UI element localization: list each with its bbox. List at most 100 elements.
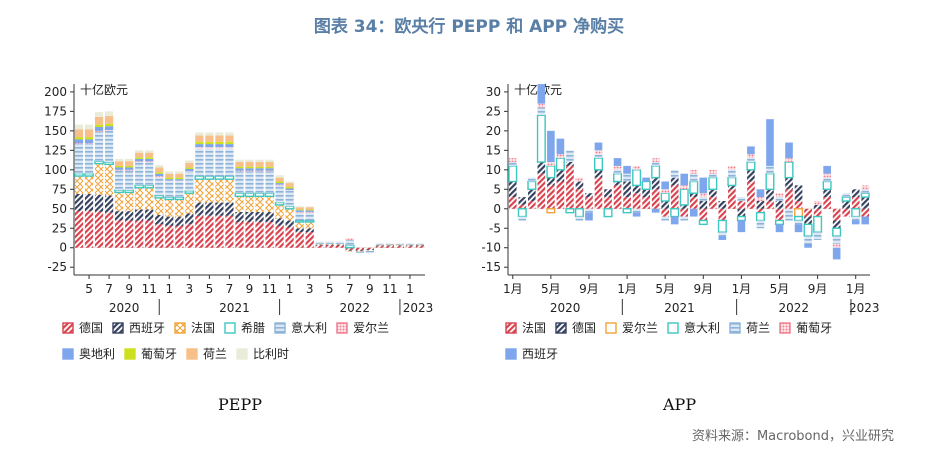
- bar-segment: [842, 208, 850, 217]
- bar-segment: [94, 130, 104, 132]
- bar-segment: [185, 169, 194, 172]
- bar-segment: [305, 209, 314, 211]
- x-year-label: 2022: [779, 301, 810, 315]
- bar-segment: [305, 206, 314, 208]
- bar-segment: [315, 243, 324, 245]
- bar-segment: [215, 202, 224, 216]
- bar-segment: [651, 158, 660, 163]
- bar-segment: [305, 222, 314, 229]
- bar-segment: [295, 207, 304, 210]
- bar-segment: [508, 165, 518, 183]
- y-tick-label: 0: [59, 241, 67, 255]
- x-year-label: 2023: [849, 301, 880, 315]
- bar-segment: [689, 180, 699, 194]
- bar-segment: [115, 211, 124, 221]
- x-tick-label: 1月: [846, 282, 866, 296]
- bar-segment: [823, 173, 831, 178]
- bar-segment: [235, 162, 244, 167]
- bar-segment: [642, 177, 650, 182]
- bar-segment: [385, 244, 395, 246]
- bar-segment: [670, 208, 680, 218]
- bar-segment: [285, 227, 294, 248]
- bar-segment: [135, 161, 144, 163]
- bar-segment: [265, 211, 274, 223]
- bar-segment: [517, 208, 527, 218]
- bar-segment: [813, 232, 822, 240]
- bar-segment: [155, 165, 164, 168]
- bar-segment: [547, 185, 555, 209]
- bar-segment: [345, 250, 354, 251]
- bar-segment: [245, 171, 254, 194]
- bar-segment: [699, 193, 708, 198]
- bar-segment: [164, 196, 175, 201]
- bar-segment: [255, 168, 264, 171]
- bar-segment: [804, 208, 812, 217]
- bar-segment: [508, 181, 517, 198]
- bar-segment: [305, 212, 314, 221]
- bar-segment: [225, 147, 234, 149]
- bar-segment: [566, 162, 574, 166]
- bar-segment: [235, 196, 244, 212]
- bar-segment: [575, 216, 584, 221]
- bar-segment: [632, 208, 641, 213]
- bar-segment: [813, 215, 823, 233]
- bar-segment: [775, 193, 784, 198]
- bar-segment: [737, 208, 746, 217]
- bar-segment: [254, 192, 265, 198]
- x-tick-label: 1月: [503, 282, 523, 296]
- bar-segment: [547, 130, 555, 163]
- bar-segment: [285, 186, 294, 189]
- bar-segment: [594, 177, 603, 209]
- legend-item: 葡萄牙: [124, 342, 177, 366]
- bar-segment: [235, 166, 244, 169]
- bar-segment: [114, 189, 124, 194]
- bar-segment: [225, 202, 234, 216]
- bar-segment: [295, 206, 304, 208]
- source-note: 资料来源：Macrobond，兴业研究: [691, 429, 894, 444]
- bar-segment: [165, 173, 174, 178]
- bar-segment: [84, 173, 94, 177]
- bar-segment: [235, 170, 244, 172]
- bar-segment: [104, 126, 114, 131]
- x-tick-label: 9: [246, 282, 254, 296]
- bar-segment: [235, 159, 244, 163]
- y-tick-label: 100: [44, 163, 67, 177]
- bar-segment: [135, 152, 144, 158]
- y-tick-label: 30: [486, 85, 501, 99]
- legend-item: 比利时: [236, 342, 289, 366]
- y-tick-label: 15: [486, 143, 501, 157]
- bar-segment: [165, 180, 174, 182]
- x-tick-label: 1月: [732, 282, 752, 296]
- bar-segment: [661, 181, 669, 190]
- bar-segment: [295, 209, 304, 211]
- bar-segment: [518, 216, 527, 221]
- bar-segment: [275, 184, 284, 186]
- bar-segment: [375, 243, 384, 245]
- bar-segment: [205, 147, 214, 149]
- bar-segment: [335, 245, 344, 248]
- bar-segment: [265, 196, 274, 212]
- legend-label: 意大利: [684, 321, 721, 335]
- legend-item: 爱尔兰: [336, 316, 389, 340]
- bar-segment: [708, 176, 718, 190]
- bar-segment: [813, 204, 822, 209]
- x-tick-label: 5: [326, 282, 334, 296]
- x-tick-label: 5: [206, 282, 214, 296]
- bar-segment: [84, 143, 94, 145]
- bar-segment: [698, 219, 708, 226]
- x-tick-label: 5: [85, 282, 93, 296]
- legend-item: 德国: [62, 316, 103, 340]
- bar-segment: [165, 199, 174, 217]
- bar-segment: [794, 208, 804, 218]
- bar-segment: [623, 165, 631, 174]
- legend-item: 法国: [174, 316, 215, 340]
- bar-segment: [285, 220, 294, 228]
- bar-segment: [747, 181, 755, 209]
- bar-segment: [285, 183, 294, 187]
- bar-segment: [235, 168, 244, 171]
- bar-segment: [651, 177, 660, 190]
- bar-segment: [245, 170, 254, 172]
- x-tick-label: 9月: [693, 282, 713, 296]
- bar-segment: [842, 200, 850, 209]
- bar-segment: [415, 246, 425, 248]
